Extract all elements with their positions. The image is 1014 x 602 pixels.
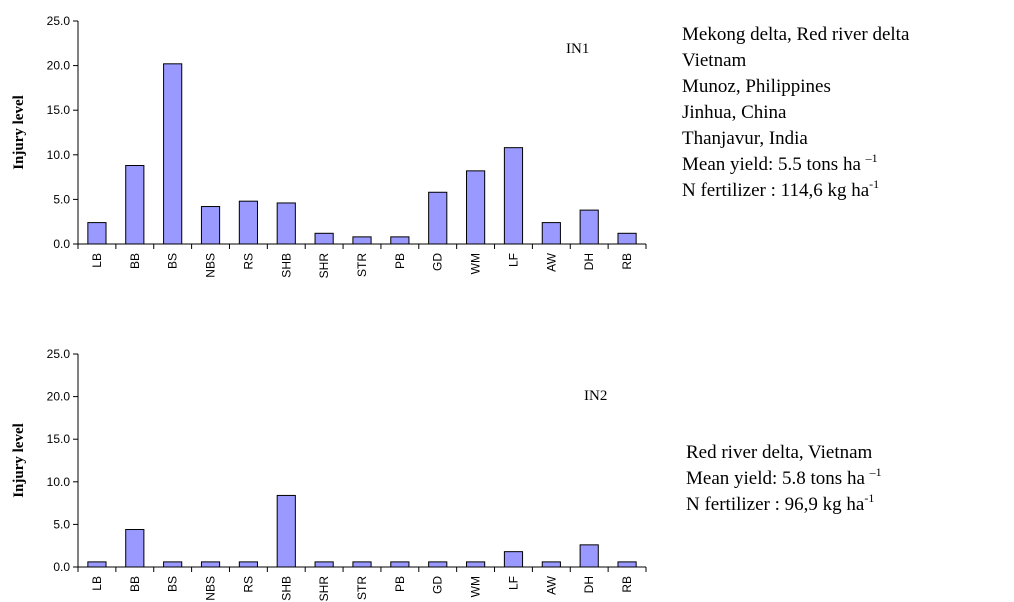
bar-shr — [314, 232, 334, 245]
x-tick-label: BS — [166, 253, 180, 269]
y-tick-label: 15.0 — [47, 103, 71, 117]
note-in2-yield-text: Mean yield: 5.8 tons ha — [686, 468, 865, 489]
x-tick-label: BS — [166, 576, 180, 592]
x-tick-label: RB — [620, 253, 634, 270]
chart-in1: 0.0 5.0 10.0 15.0 20.0 25.0 Injury level LB BB BS… — [11, 14, 647, 279]
x-tick-label: LB — [90, 253, 104, 268]
x-tick-label: LF — [506, 253, 520, 267]
bar-lb — [87, 561, 107, 568]
y-tick-label: 15.0 — [47, 432, 71, 446]
y-tick-label: 10.0 — [47, 148, 71, 162]
legend-in2: Red river delta, Vietnam Mean yield: 5.8… — [686, 440, 882, 518]
bar-dh — [579, 209, 599, 245]
x-tick-label: STR — [355, 253, 369, 277]
bar-lb — [87, 222, 107, 245]
x-tick-label: LB — [90, 576, 104, 591]
panel-label: IN1 — [566, 41, 589, 57]
note-in1-yield: Mean yield: 5.5 tons ha –1 — [682, 152, 909, 178]
x-tick-label: WM — [469, 253, 483, 274]
y-tick-label: 25.0 — [47, 347, 71, 361]
x-tick-label: PB — [393, 253, 407, 269]
bar-bb — [125, 529, 145, 568]
bar-nbs — [200, 561, 221, 568]
y-tick-label: 0.0 — [53, 237, 70, 251]
x-tick-label: SHR — [317, 576, 331, 602]
note-in1-line4: Jinhua, China — [682, 102, 787, 123]
x-tick-label: NBS — [204, 576, 218, 601]
x-tick-label: RS — [241, 576, 255, 593]
note-in1-n-sup: -1 — [869, 177, 880, 191]
note-in2-n-text: N fertilizer : 96,9 kg ha — [686, 494, 865, 515]
note-in1-yield-sup: –1 — [865, 151, 878, 165]
bar-rb — [617, 561, 637, 568]
bar-nbs — [200, 206, 221, 245]
x-tick-label: SHB — [279, 576, 293, 601]
bar-shr — [314, 561, 334, 568]
bar-rs — [238, 200, 258, 245]
bar-bs — [163, 561, 183, 568]
x-tick-label: DH — [582, 576, 596, 593]
x-tick-label: STR — [355, 576, 369, 600]
bar-pb — [390, 561, 410, 568]
bar-dh — [579, 544, 599, 568]
x-tick-label: SHB — [279, 253, 293, 278]
y-tick-label: 5.0 — [53, 517, 70, 531]
bar-aw — [541, 561, 561, 568]
panel-label: IN2 — [584, 388, 607, 404]
bar-bs — [163, 63, 183, 245]
bar-bb — [125, 165, 145, 245]
note-in1-yield-text: Mean yield: 5.5 tons ha — [682, 154, 861, 175]
x-tick-label: LF — [506, 576, 520, 590]
bar-wm — [466, 170, 486, 245]
note-in1-line1: Mekong delta, Red river delta — [682, 24, 910, 45]
bar-shb — [276, 202, 296, 245]
y-tick-label: 25.0 — [47, 14, 71, 28]
bar-aw — [541, 222, 561, 245]
x-tick-label: RB — [620, 576, 634, 593]
note-in1-n-text: N fertilizer : 114,6 kg ha — [682, 180, 870, 201]
bar-lf — [503, 147, 524, 245]
bar-rs — [238, 561, 258, 568]
y-tick-label: 20.0 — [47, 390, 71, 404]
y-axis-title: Injury level — [11, 423, 27, 498]
y-tick-label: 20.0 — [47, 59, 71, 73]
chart-in2: 0.0 5.0 10.0 15.0 20.0 25.0 Injury level LB BB BS… — [11, 347, 647, 602]
x-tick-label: WM — [469, 576, 483, 597]
y-tick-label: 10.0 — [47, 475, 71, 489]
note-in2-line1: Red river delta, Vietnam — [686, 442, 873, 463]
x-tick-label: GD — [431, 576, 445, 594]
x-tick-label: NBS — [204, 253, 218, 278]
note-in2-yield-sup: –1 — [869, 465, 882, 479]
x-tick-label: AW — [544, 575, 558, 595]
note-in1-line3: Munoz, Philippines — [682, 76, 831, 97]
note-in1-line5: Thanjavur, India — [682, 128, 808, 149]
bar-lf — [503, 551, 524, 568]
x-tick-label: PB — [393, 576, 407, 592]
bar-wm — [466, 561, 486, 568]
x-tick-label: RS — [241, 253, 255, 270]
x-tick-label: GD — [431, 253, 445, 271]
y-tick-label: 5.0 — [53, 192, 70, 206]
note-in2-yield: Mean yield: 5.8 tons ha –1 — [686, 466, 882, 492]
x-tick-label: DH — [582, 253, 596, 270]
x-tick-label: SHR — [317, 253, 331, 279]
note-in2-n: N fertilizer : 96,9 kg ha-1 — [686, 492, 882, 518]
note-in2-n-sup: -1 — [864, 491, 875, 505]
bar-shb — [276, 494, 296, 568]
y-axis-title: Injury level — [11, 95, 27, 170]
bar-str — [352, 561, 372, 568]
bar-str — [352, 236, 372, 245]
x-tick-label: BB — [128, 576, 142, 592]
note-in1-n: N fertilizer : 114,6 kg ha-1 — [682, 178, 909, 204]
x-tick-label: BB — [128, 253, 142, 269]
legend-in1: Mekong delta, Red river delta Vietnam Mu… — [682, 22, 909, 204]
bar-pb — [390, 236, 410, 245]
bar-gd — [428, 561, 448, 568]
y-tick-label: 0.0 — [53, 560, 70, 574]
bar-rb — [617, 232, 637, 245]
x-tick-label: AW — [544, 252, 558, 272]
bar-gd — [428, 191, 448, 245]
note-in1-line2: Vietnam — [682, 50, 747, 71]
